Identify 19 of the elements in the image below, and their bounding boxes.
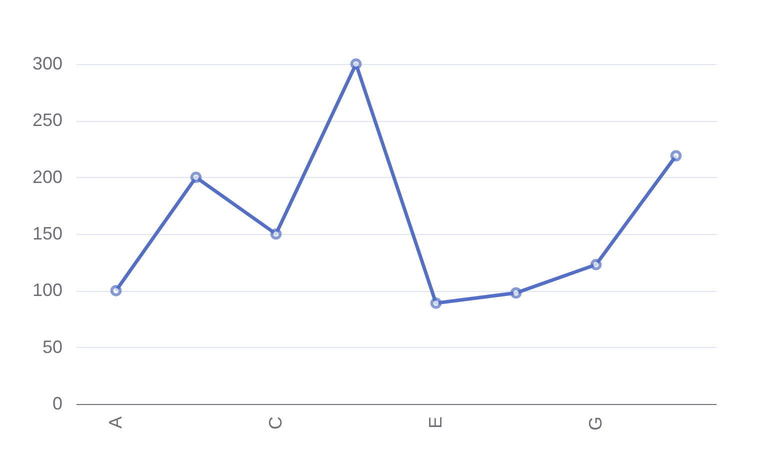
point	[430, 297, 442, 309]
point	[270, 228, 282, 240]
point	[350, 58, 362, 70]
y-tick-label: 100	[32, 280, 62, 300]
x-tick-label: G	[586, 416, 606, 431]
x-tick-label: A	[106, 416, 126, 429]
x-tick-label: E	[426, 416, 446, 429]
y-tick-label: 200	[32, 166, 62, 187]
x-tick-label: C	[266, 416, 286, 430]
point	[510, 287, 522, 299]
y-tick-label: 250	[32, 110, 62, 130]
point	[590, 258, 602, 270]
y-tick-label: 0	[52, 394, 62, 414]
y-tick-label: 50	[42, 336, 62, 357]
point	[190, 172, 202, 184]
point	[670, 150, 682, 162]
y-tick-label: 300	[32, 54, 62, 74]
y-tick-label: 150	[32, 224, 62, 244]
point	[110, 284, 122, 296]
